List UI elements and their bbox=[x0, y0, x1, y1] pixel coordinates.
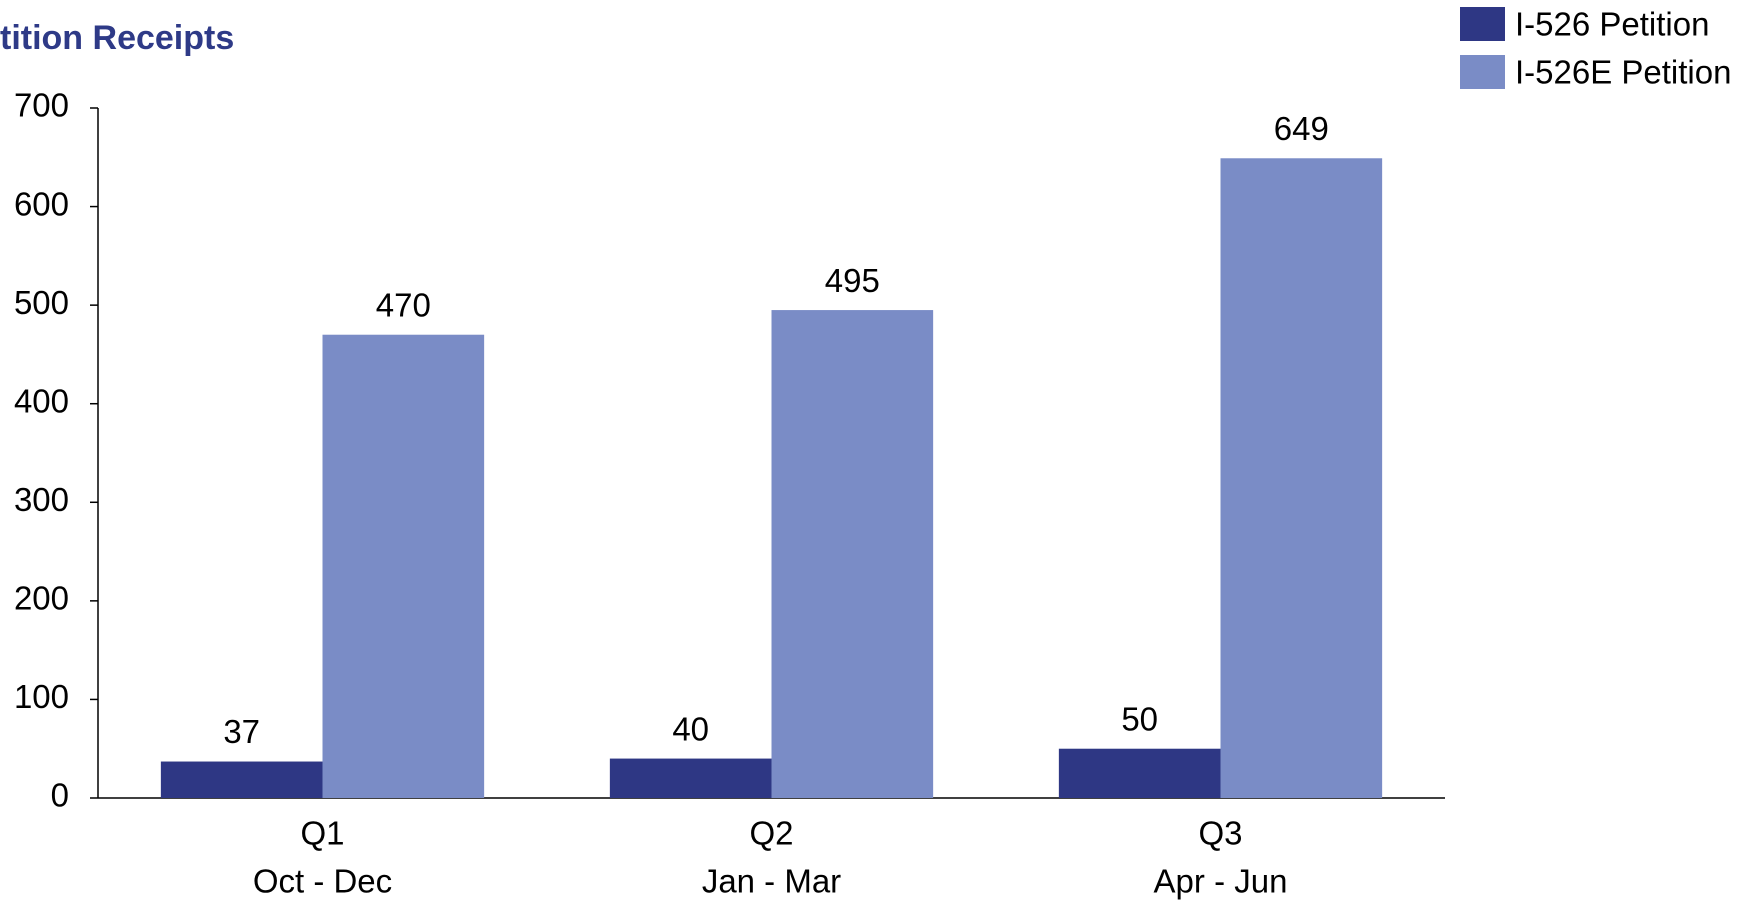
legend-label: I-526 Petition bbox=[1515, 6, 1709, 43]
y-tick-label: 600 bbox=[14, 185, 69, 222]
bar bbox=[1220, 158, 1383, 798]
x-tick-label: Q2 bbox=[749, 815, 793, 852]
x-tick-label: Jan - Mar bbox=[702, 863, 841, 900]
bar bbox=[771, 310, 934, 798]
y-tick-label: 300 bbox=[14, 481, 69, 518]
chart-title: tition Receipts bbox=[0, 19, 234, 57]
bar bbox=[1058, 748, 1221, 798]
bar bbox=[609, 758, 772, 798]
bar bbox=[322, 334, 485, 798]
y-tick-label: 500 bbox=[14, 284, 69, 321]
bar bbox=[160, 761, 323, 798]
x-tick-label: Q3 bbox=[1198, 815, 1242, 852]
y-tick-label: 400 bbox=[14, 382, 69, 419]
y-tick-label: 200 bbox=[14, 580, 69, 617]
value-label: 470 bbox=[376, 286, 431, 323]
x-tick-label: Oct - Dec bbox=[253, 863, 392, 900]
legend-swatch bbox=[1460, 55, 1505, 89]
value-label: 40 bbox=[672, 710, 709, 747]
value-label: 495 bbox=[825, 262, 880, 299]
value-label: 649 bbox=[1274, 110, 1329, 147]
y-tick-label: 0 bbox=[51, 777, 69, 814]
value-label: 37 bbox=[223, 713, 260, 750]
x-tick-label: Q1 bbox=[300, 815, 344, 852]
y-tick-label: 100 bbox=[14, 678, 69, 715]
y-tick-label: 700 bbox=[14, 87, 69, 124]
value-label: 50 bbox=[1121, 700, 1158, 737]
legend-swatch bbox=[1460, 7, 1505, 41]
x-tick-label: Apr - Jun bbox=[1154, 863, 1288, 900]
legend-label: I-526E Petition bbox=[1515, 54, 1731, 91]
